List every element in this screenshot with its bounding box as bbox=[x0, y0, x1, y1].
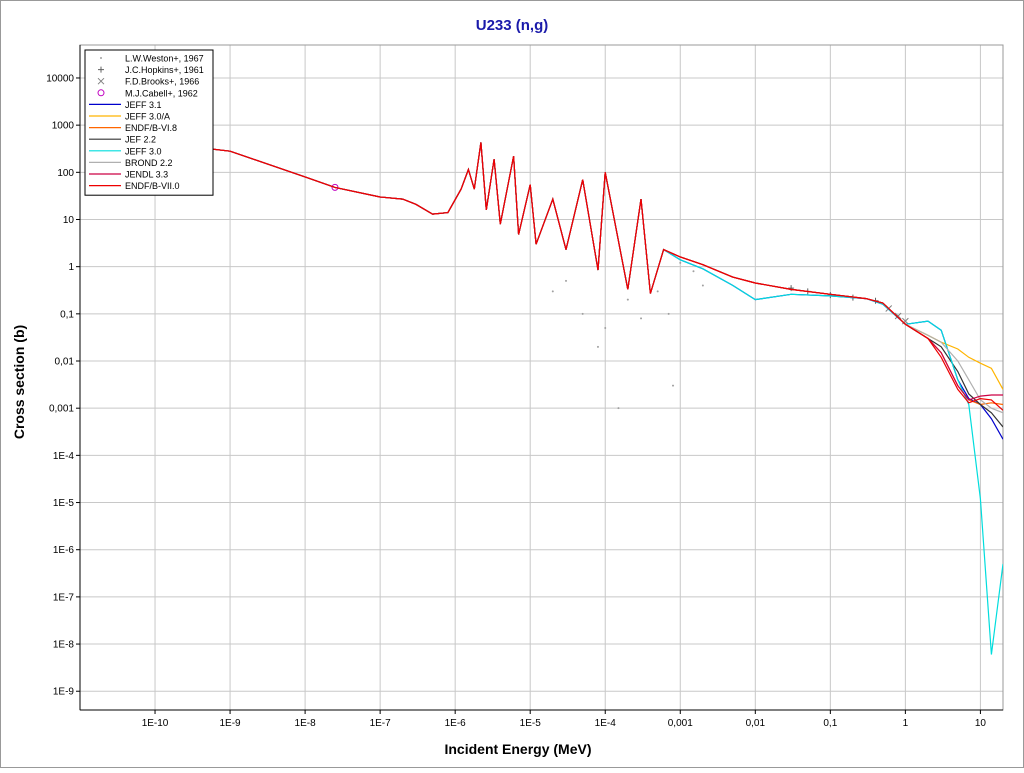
data-point bbox=[98, 66, 104, 73]
x-tick-label: 0,1 bbox=[823, 718, 837, 729]
y-tick-label: 0,01 bbox=[55, 357, 75, 368]
legend-label: JEF 2.2 bbox=[125, 135, 156, 145]
x-tick-label: 1E-10 bbox=[142, 718, 169, 729]
x-tick-label: 10 bbox=[975, 718, 987, 729]
x-tick-label: 1E-6 bbox=[445, 718, 467, 729]
data-point bbox=[565, 279, 568, 282]
x-tick-label: 1E-8 bbox=[295, 718, 317, 729]
legend-box bbox=[84, 49, 214, 196]
data-point bbox=[97, 77, 105, 85]
legend-label: JEFF 3.0/A bbox=[125, 112, 170, 122]
x-tick-label: 1E-4 bbox=[595, 718, 617, 729]
data-point bbox=[672, 384, 675, 387]
y-tick-label: 1E-6 bbox=[53, 545, 75, 556]
data-point bbox=[97, 89, 105, 97]
x-axis-label: Incident Energy (MeV) bbox=[444, 741, 591, 757]
legend-label: JEFF 3.0 bbox=[125, 146, 162, 156]
x-tick-label: 0,001 bbox=[668, 718, 693, 729]
x-tick-label: 1E-5 bbox=[520, 718, 542, 729]
data-point bbox=[604, 327, 607, 330]
y-tick-label: 1E-7 bbox=[53, 592, 75, 603]
x-tick-label: 1E-9 bbox=[220, 718, 242, 729]
legend-label: M.J.Cabell+, 1962 bbox=[125, 88, 198, 98]
legend-label: L.W.Weston+, 1967 bbox=[125, 54, 204, 64]
data-point bbox=[596, 345, 599, 348]
y-tick-label: 1E-5 bbox=[53, 498, 75, 509]
plot-area bbox=[154, 141, 1003, 655]
y-tick-label: 1E-4 bbox=[53, 451, 75, 462]
legend-label: JENDL 3.3 bbox=[125, 170, 168, 180]
chart-title: U233 (n,g) bbox=[476, 17, 549, 34]
data-point bbox=[656, 290, 659, 293]
data-point bbox=[331, 183, 339, 191]
y-tick-label: 100 bbox=[57, 168, 74, 179]
data-point bbox=[692, 270, 695, 273]
y-tick-label: 0,1 bbox=[60, 309, 74, 320]
legend-label: J.C.Hopkins+, 1961 bbox=[125, 65, 204, 75]
data-point bbox=[640, 317, 643, 320]
y-tick-label: 1 bbox=[68, 262, 74, 273]
data-point bbox=[551, 290, 554, 293]
data-point bbox=[894, 312, 902, 320]
y-axis-label: Cross section (b) bbox=[11, 325, 27, 439]
legend-label: F.D.Brooks+, 1966 bbox=[125, 77, 199, 87]
y-tick-label: 10 bbox=[63, 215, 75, 226]
y-tick-label: 0,001 bbox=[49, 404, 74, 415]
legend-label: ENDF/B-VI.8 bbox=[125, 123, 177, 133]
x-tick-label: 1 bbox=[903, 718, 909, 729]
data-point bbox=[701, 284, 704, 287]
data-point bbox=[788, 285, 795, 292]
data-point bbox=[100, 57, 102, 59]
data-point bbox=[581, 312, 584, 315]
legend-label: BROND 2.2 bbox=[125, 158, 173, 168]
data-point bbox=[626, 298, 629, 301]
data-point bbox=[679, 261, 682, 264]
x-tick-label: 0,01 bbox=[746, 718, 766, 729]
legend-label: ENDF/B-VII.0 bbox=[125, 181, 180, 191]
y-tick-label: 1E-8 bbox=[53, 640, 75, 651]
y-tick-label: 1E-9 bbox=[53, 687, 75, 698]
x-tick-label: 1E-7 bbox=[370, 718, 392, 729]
data-point bbox=[617, 407, 620, 410]
series-line bbox=[154, 141, 1003, 411]
y-tick-label: 10000 bbox=[46, 73, 74, 84]
legend-label: JEFF 3.1 bbox=[125, 100, 162, 110]
y-tick-label: 1000 bbox=[52, 121, 75, 132]
data-point bbox=[667, 312, 670, 315]
